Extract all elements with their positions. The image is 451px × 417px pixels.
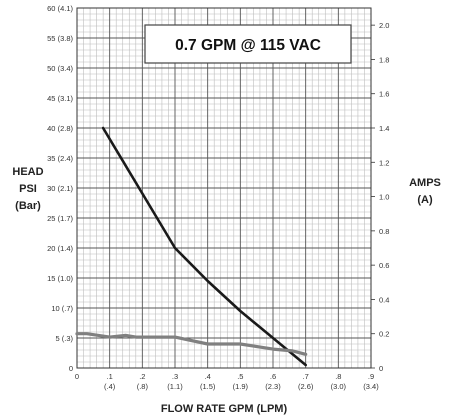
x-tick-sublabel: (3.4) (363, 382, 379, 391)
x-tick-sublabel: (1.5) (200, 382, 216, 391)
y-tick-label: 60 (4.1) (47, 4, 73, 13)
y-tick-label: 55 (3.8) (47, 34, 73, 43)
y-axis-title-line-2: PSI (19, 183, 37, 195)
x-tick-label: .9 (368, 372, 374, 381)
y2-tick-label: 0.6 (379, 261, 389, 270)
x-tick-label: .4 (205, 372, 211, 381)
y-tick-label: 35 (2.4) (47, 154, 73, 163)
y-axis-title-line-1: HEAD (12, 166, 43, 178)
x-tick-label: .8 (335, 372, 341, 381)
x-axis-ticks: 0 .1(.4) .2(.8) .3(1.1) .4(1.5) .5(1.9) .6(2.3… (75, 372, 379, 391)
y2-tick-label: 0.8 (379, 227, 389, 236)
y2-tick-label: 1.0 (379, 193, 389, 202)
x-tick-sublabel: (2.6) (298, 382, 314, 391)
y-tick-label: 50 (3.4) (47, 64, 73, 73)
y-tick-label: 40 (2.8) (47, 124, 73, 133)
x-axis-title: FLOW RATE GPM (LPM) (161, 403, 288, 415)
y2-tick-label: 0.4 (379, 295, 389, 304)
x-tick-sublabel: (2.3) (265, 382, 281, 391)
x-tick-sublabel: (1.1) (167, 382, 183, 391)
amps-curve (75, 332, 308, 356)
y2-tick-label: 0 (379, 364, 383, 373)
y2-tick-label: 1.2 (379, 158, 389, 167)
x-tick-sublabel: (.8) (137, 382, 149, 391)
head-curve (101, 126, 308, 367)
y2-tick-label: 1.6 (379, 90, 389, 99)
y2-tick-label: 0.2 (379, 330, 389, 339)
x-tick-label: .3 (172, 372, 178, 381)
x-tick-label: .7 (303, 372, 309, 381)
x-tick-sublabel: (.4) (104, 382, 116, 391)
y2-axis-title-line-2: (A) (417, 194, 433, 206)
y-tick-label: 25 (1.7) (47, 214, 73, 223)
y-tick-label: 5 (.3) (55, 334, 73, 343)
title-box (144, 24, 352, 64)
y-tick-label: 0 (69, 364, 73, 373)
x-tick-sublabel: (1.9) (233, 382, 249, 391)
y-axis-title-line-3: (Bar) (15, 200, 41, 212)
x-tick-label: .1 (107, 372, 113, 381)
chart-title: 0.7 GPM @ 115 VAC (175, 37, 321, 54)
plot-frame (76, 7, 372, 369)
y-tick-label: 30 (2.1) (47, 184, 73, 193)
x-tick-label: .6 (270, 372, 276, 381)
series-layer (75, 126, 308, 367)
right-axis-ticks: 0 0.2 0.4 0.6 0.8 1.0 1.2 1.4 1.6 1.8 2.0 (371, 21, 389, 373)
left-axis-ticks: 0 5 (.3) 10 (.7) 15 (1.0) 20 (1.4) 25 (1.7) 30… (47, 4, 73, 373)
y2-axis-title-line-1: AMPS (409, 177, 441, 189)
y-tick-label: 45 (3.1) (47, 94, 73, 103)
x-tick-label: .5 (237, 372, 243, 381)
y-tick-label: 20 (1.4) (47, 244, 73, 253)
y-tick-label: 10 (.7) (51, 304, 73, 313)
y2-tick-label: 1.8 (379, 55, 389, 64)
y2-tick-label: 1.4 (379, 124, 389, 133)
x-tick-label: .2 (139, 372, 145, 381)
x-tick-label: 0 (75, 372, 79, 381)
x-tick-sublabel: (3.0) (331, 382, 347, 391)
y2-tick-label: 2.0 (379, 21, 389, 30)
y-tick-label: 15 (1.0) (47, 274, 73, 283)
